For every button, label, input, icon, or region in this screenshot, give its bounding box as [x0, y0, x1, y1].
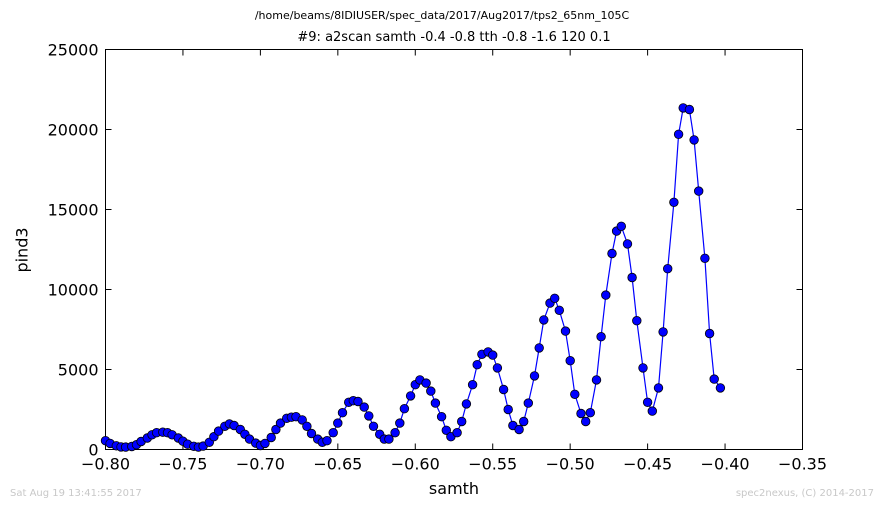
data-point	[514, 424, 524, 435]
data-point	[576, 408, 586, 419]
data-point	[607, 248, 617, 259]
data-point	[519, 416, 529, 427]
data-point	[715, 383, 726, 393]
data-point	[638, 363, 648, 373]
data-point	[570, 389, 580, 400]
data-point	[591, 375, 602, 385]
x-tick-label: −0.80	[81, 455, 130, 474]
data-point	[337, 408, 348, 418]
data-point	[452, 428, 462, 438]
x-axis-label: samth	[428, 479, 480, 498]
data-point	[596, 332, 606, 342]
data-point	[436, 412, 447, 422]
data-point	[642, 397, 653, 408]
data-point	[694, 186, 704, 196]
data-point	[426, 386, 436, 396]
y-tick-label: 5000	[58, 361, 99, 380]
x-tick-label: −0.55	[468, 455, 517, 474]
data-point	[704, 328, 715, 339]
data-point	[700, 253, 710, 263]
x-tick-label: −0.75	[158, 455, 207, 474]
data-point	[322, 436, 332, 446]
data-point	[560, 326, 571, 336]
data-point	[554, 305, 565, 316]
data-point	[275, 418, 286, 428]
data-point	[430, 398, 441, 408]
data-point	[503, 404, 513, 415]
data-point	[632, 316, 642, 326]
data-point	[658, 327, 668, 337]
y-tick-label: 10000	[48, 281, 99, 300]
data-point	[689, 135, 699, 145]
data-point	[302, 421, 312, 432]
data-point	[529, 371, 540, 381]
data-point	[266, 432, 276, 443]
data-point	[395, 418, 405, 428]
data-point	[353, 396, 363, 407]
data-point	[498, 384, 509, 395]
data-point	[364, 411, 374, 421]
data-point	[550, 293, 560, 304]
x-tick-label: −0.50	[546, 455, 595, 474]
footer-credit: spec2nexus, (C) 2014-2017	[735, 488, 874, 499]
data-point	[539, 315, 549, 325]
x-tick-label: −0.45	[623, 455, 672, 474]
data-point	[669, 197, 679, 208]
data-point	[616, 221, 627, 232]
data-point	[622, 239, 633, 249]
data-point	[421, 378, 431, 388]
data-point	[523, 398, 534, 408]
axis-ticks	[105, 49, 803, 450]
data-point	[488, 350, 498, 360]
data-point	[359, 402, 369, 412]
data-point	[627, 272, 637, 283]
data-point	[390, 428, 400, 438]
y-tick-label: 0	[88, 441, 98, 460]
data-point	[333, 418, 343, 428]
y-tick-label: 25000	[48, 41, 99, 60]
data-point	[467, 380, 478, 390]
data-point	[565, 356, 575, 366]
data-point	[461, 399, 472, 409]
data-point	[271, 424, 281, 435]
series-markers	[100, 103, 726, 452]
data-point	[709, 374, 719, 384]
data-point	[581, 416, 591, 427]
data-point	[673, 129, 684, 140]
y-tick-label: 20000	[48, 121, 99, 140]
x-tick-label: −0.40	[701, 455, 750, 474]
x-tick-label: −0.70	[236, 455, 285, 474]
data-point	[472, 360, 482, 370]
data-point	[441, 425, 452, 436]
data-point	[653, 383, 664, 393]
data-point	[384, 434, 394, 444]
data-point	[534, 343, 544, 353]
y-axis-label: pind3	[12, 227, 32, 273]
x-tick-label: −0.65	[313, 455, 362, 474]
data-point	[368, 421, 379, 432]
x-tick-label: −0.60	[391, 455, 440, 474]
data-point	[405, 391, 416, 401]
file-path-title: /home/beams/8IDIUSER/spec_data/2017/Aug2…	[254, 9, 630, 22]
data-point	[585, 408, 596, 418]
data-point	[647, 406, 658, 416]
data-point	[601, 290, 611, 300]
data-point	[399, 404, 410, 414]
scan-title: #9: a2scan samth -0.4 -0.8 tth -0.8 -1.6…	[297, 30, 611, 45]
axis-tick-labels: −0.80 −0.75 −0.70 −0.65 −0.60 −0.55 −0.50 −0.45…	[48, 41, 827, 474]
data-point	[492, 363, 503, 373]
data-point	[684, 104, 695, 115]
data-point	[306, 428, 317, 439]
plot-area	[105, 49, 803, 450]
footer-timestamp: Sat Aug 19 13:41:55 2017	[10, 488, 142, 499]
y-tick-label: 15000	[48, 201, 99, 220]
data-point	[328, 428, 338, 438]
data-point	[297, 415, 307, 425]
data-point	[663, 264, 673, 274]
data-point	[213, 426, 224, 436]
data-point	[457, 416, 467, 427]
x-tick-label: −0.35	[778, 455, 827, 474]
data-point	[260, 438, 270, 449]
